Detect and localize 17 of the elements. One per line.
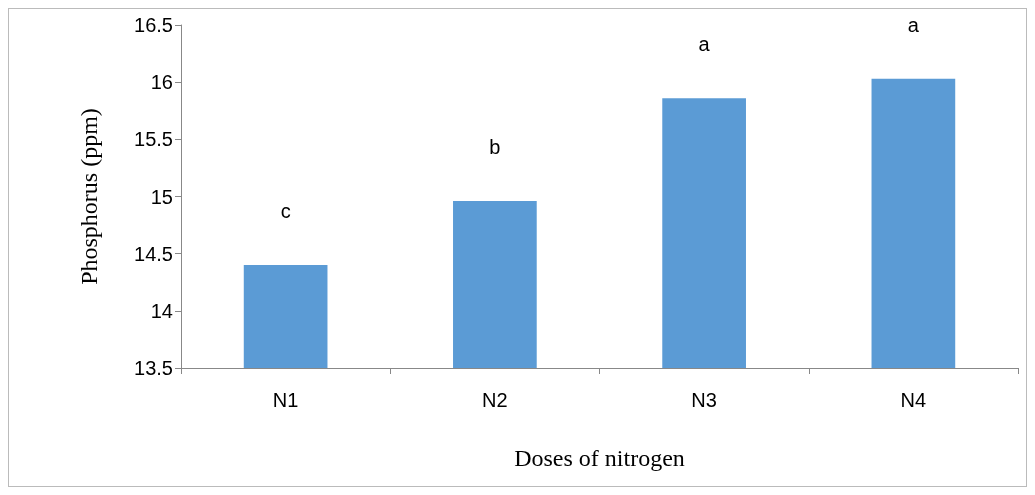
y-tick-label: 14 (150, 299, 173, 322)
annotation: b (489, 136, 501, 159)
x-tick-label: N1 (272, 389, 299, 411)
y-tick-label: 16.5 (134, 14, 173, 36)
y-tick-label: 16 (150, 71, 173, 94)
annotation: a (698, 33, 711, 56)
x-axis-title: Doses of nitrogen (514, 445, 685, 471)
y-tick-label: 14.5 (134, 242, 173, 265)
x-tick-label: N3 (691, 389, 717, 411)
x-tick-label: N4 (900, 389, 927, 411)
y-axis-title: Phosphorus (ppm) (76, 108, 102, 285)
x-tick-label: N2 (482, 389, 508, 411)
y-tick-label: 15.5 (134, 128, 173, 151)
annotation: a (907, 13, 920, 36)
y-tick-label: 15 (150, 185, 173, 208)
y-tick-label: 13.5 (134, 357, 173, 379)
annotation: c (280, 200, 291, 223)
